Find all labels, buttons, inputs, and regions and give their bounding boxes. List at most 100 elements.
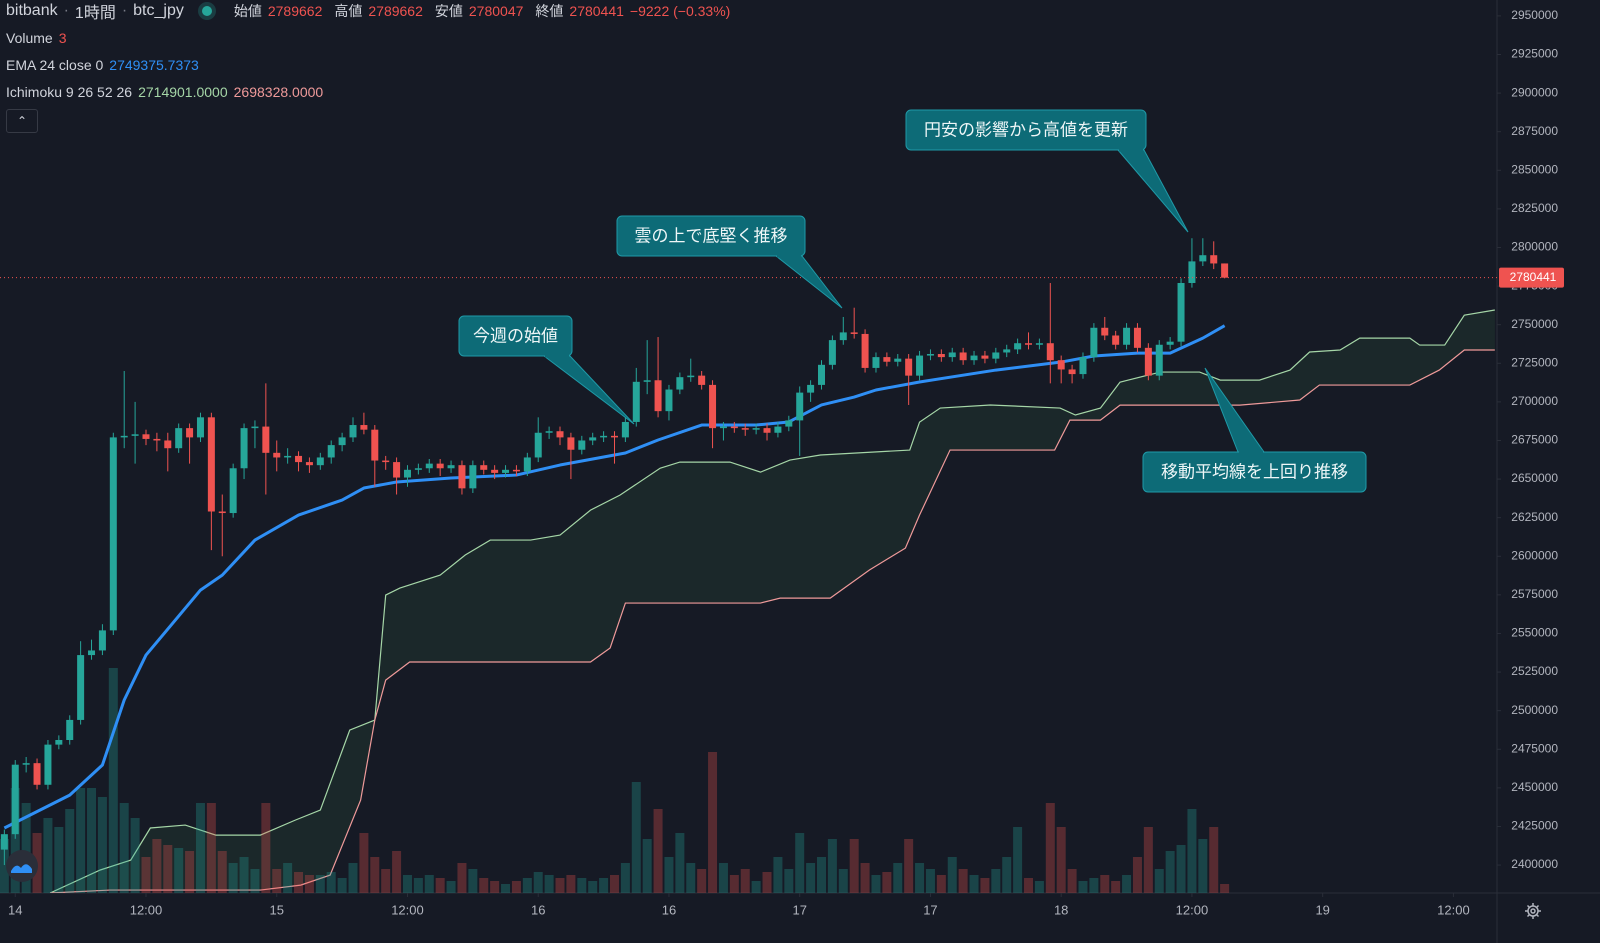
volume-bar	[413, 878, 423, 893]
y-tick-label: 2600000	[1511, 548, 1558, 562]
axes: 2400000 2425000 2450000 2475000 2500000 25250…	[8, 8, 1564, 917]
volume-bar	[893, 863, 903, 893]
volume-bar	[294, 872, 304, 893]
volume-bar	[43, 818, 53, 893]
volume-bar	[468, 869, 478, 893]
volume-bar	[21, 803, 31, 893]
y-tick-label: 2525000	[1511, 664, 1558, 678]
volume-bar	[609, 875, 619, 893]
volume-bar	[228, 863, 238, 893]
candle-body	[1155, 344, 1163, 376]
candle-body	[0, 834, 8, 850]
ichimoku-span-a	[49, 309, 1495, 893]
candle-body	[578, 440, 586, 450]
volume-bar	[1143, 827, 1153, 893]
volume-bar	[315, 875, 325, 893]
candle-body	[164, 440, 172, 449]
y-tick-label: 2425000	[1511, 819, 1558, 833]
candle-body	[676, 377, 684, 390]
symbol-header: bitbank · 1時間 · btc_jpy 始値 2789662 高値 2789…	[6, 0, 730, 22]
volume-bar	[827, 839, 837, 893]
ichimoku-cloud	[50, 310, 1495, 893]
x-tick-label: 12:00	[1437, 902, 1470, 917]
candle-body	[425, 463, 433, 469]
volume-bar	[795, 833, 805, 893]
y-tick-label: 2925000	[1511, 47, 1558, 61]
symbol[interactable]: btc_jpy	[133, 2, 184, 19]
volume-bar	[261, 803, 271, 893]
volume-bar	[555, 878, 565, 893]
market-status	[201, 6, 212, 16]
x-tick-label: 12:00	[391, 902, 424, 917]
candle-body	[1144, 347, 1152, 376]
volume-bar	[1187, 809, 1197, 893]
candle-body	[382, 460, 390, 463]
x-tick-label: 14	[8, 902, 22, 917]
volume-bar	[511, 881, 521, 893]
last-price-label: 2780441	[1510, 270, 1557, 284]
candle-body	[502, 469, 510, 473]
callout-text: 移動平均線を上回り推移	[1161, 462, 1348, 481]
last-price-tag	[1499, 267, 1564, 288]
volume-bar	[904, 839, 914, 893]
candle-body	[436, 463, 444, 469]
candle-body	[589, 437, 597, 441]
candle-body	[709, 384, 717, 429]
candle-body	[109, 437, 117, 631]
ema-legend[interactable]: EMA 24 close 0 2749375.7373	[6, 55, 199, 75]
y-tick-label: 2400000	[1511, 857, 1558, 871]
candle-body	[98, 630, 106, 651]
volume-bar	[784, 869, 794, 893]
volume-bar	[947, 857, 957, 893]
candle-body	[926, 354, 934, 356]
candle-body	[600, 435, 608, 438]
x-tick-label: 12:00	[1176, 902, 1209, 917]
callout-box	[905, 109, 1147, 151]
volume-bar	[871, 875, 881, 893]
candle-body	[284, 455, 292, 458]
interval[interactable]: 1時間	[74, 5, 116, 22]
settings-icon[interactable]	[1525, 903, 1541, 919]
candle-body	[142, 434, 150, 439]
logo[interactable]	[6, 850, 38, 882]
volume-bar	[1154, 869, 1164, 893]
candle-body	[948, 352, 956, 358]
candle-body	[861, 333, 869, 368]
x-tick-label: 16	[531, 902, 545, 917]
volume-bar	[239, 857, 249, 893]
volume-bar	[97, 797, 107, 893]
volume-bar	[1111, 881, 1121, 893]
collapse-legend-button[interactable]: ⌃	[6, 109, 38, 133]
candle-body	[905, 358, 913, 376]
volume-bar	[272, 869, 282, 893]
volume-bar	[838, 869, 848, 893]
candle-body	[491, 469, 499, 473]
callout-seam	[777, 254, 801, 258]
candle-body	[828, 340, 836, 365]
candle-body	[55, 739, 63, 745]
volume-bar	[1045, 803, 1055, 893]
candle-body	[545, 431, 553, 433]
candle-body	[11, 764, 19, 835]
candle-body	[567, 437, 575, 450]
volume-bar	[882, 872, 892, 893]
volume-bar	[348, 863, 358, 893]
low-label: 安値	[434, 3, 463, 19]
ichimoku-legend[interactable]: Ichimoku 9 26 52 26 2714901.0000 2698328…	[6, 82, 323, 102]
candle-body	[981, 355, 989, 359]
candle-body	[131, 434, 139, 436]
candle-body	[273, 452, 281, 458]
close-label: 終値	[535, 3, 564, 19]
candle-body	[796, 392, 804, 421]
volume-legend[interactable]: Volume 3	[6, 28, 67, 48]
volume-bar	[185, 851, 195, 893]
candle-body	[295, 455, 303, 463]
volume-bar	[108, 668, 118, 893]
candle-body	[393, 462, 401, 478]
volume-bar	[446, 881, 456, 893]
volume-bar	[697, 869, 707, 893]
candle-body	[22, 763, 30, 765]
candle-body	[774, 426, 782, 433]
